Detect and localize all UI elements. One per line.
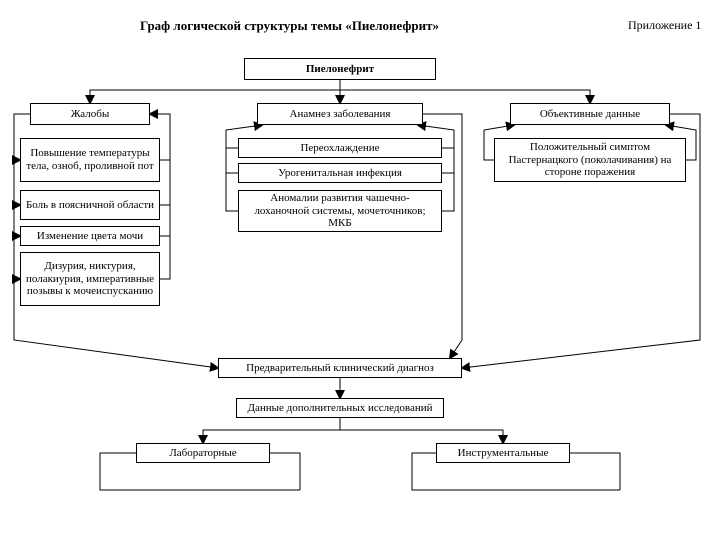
edge <box>90 80 340 103</box>
edge <box>160 160 170 279</box>
node-c2: Боль в поясничной области <box>20 190 160 220</box>
node-complaints: Жалобы <box>30 103 150 125</box>
node-c4: Дизурия, никтурия, полакиурия, императив… <box>20 252 160 306</box>
diagram-title: Граф логической структуры темы «Пиелонеф… <box>140 18 439 34</box>
node-addData: Данные дополнительных исследований <box>236 398 444 418</box>
edge <box>442 148 454 211</box>
node-preDx: Предварительный клинический диагноз <box>218 358 462 378</box>
node-c3: Изменение цвета мочи <box>20 226 160 246</box>
edge <box>570 453 620 490</box>
edge <box>226 148 238 211</box>
edge <box>340 80 590 103</box>
appendix-label: Приложение 1 <box>628 18 701 33</box>
node-a1: Переохлаждение <box>238 138 442 158</box>
edge <box>340 418 503 443</box>
edge <box>270 453 300 490</box>
node-root: Пиелонефрит <box>244 58 436 80</box>
edge <box>203 418 340 443</box>
node-a2: Урогенитальная инфекция <box>238 163 442 183</box>
node-objective: Объективные данные <box>510 103 670 125</box>
node-o1: Положительный симптом Пастернацкого (пок… <box>494 138 686 182</box>
node-anamnesis: Анамнез заболевания <box>257 103 423 125</box>
node-c1: Повышение температуры тела, озноб, проли… <box>20 138 160 182</box>
node-lab: Лабораторные <box>136 443 270 463</box>
node-a3: Аномалии развития чашечно-лоханочной сис… <box>238 190 442 232</box>
node-instr: Инструментальные <box>436 443 570 463</box>
